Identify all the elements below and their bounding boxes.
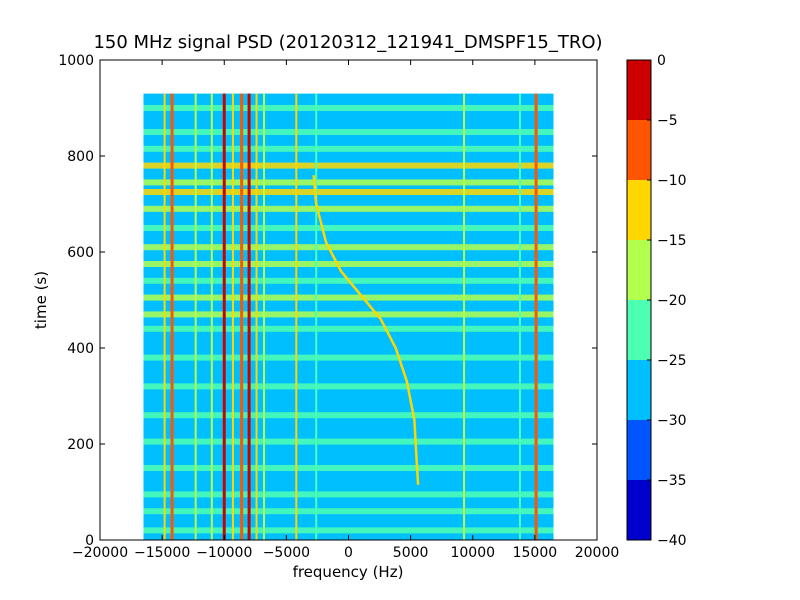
x-tick-label-2: −10000 <box>196 545 252 561</box>
x-tick-label-7: 15000 <box>513 545 558 561</box>
y-tick-label-1: 200 <box>67 437 94 453</box>
y-tick-label-5: 1000 <box>58 53 94 69</box>
spectrogram-band-1 <box>143 508 554 515</box>
spectrogram-band-14 <box>143 225 554 231</box>
y-tick-label-3: 600 <box>67 245 94 261</box>
spectrogram <box>143 93 554 540</box>
x-tick-label-5: 5000 <box>393 545 429 561</box>
colorbar-tick-label-6: −30 <box>657 413 687 429</box>
carrier-line-7 <box>247 93 251 540</box>
colorbar-tick-label-0: 0 <box>657 53 666 69</box>
spectrogram-band-13 <box>143 244 554 251</box>
spectrogram-band-9 <box>143 311 554 318</box>
x-tick-label-1: −15000 <box>134 545 190 561</box>
chart-title: 150 MHz signal PSD (20120312_121941_DMSP… <box>93 32 602 53</box>
x-tick-label-4: 0 <box>344 545 353 561</box>
carrier-line-8 <box>255 93 258 540</box>
spectrogram-band-10 <box>143 294 554 301</box>
spectrogram-band-5 <box>143 412 554 419</box>
colorbar-tick-label-7: −35 <box>657 473 687 489</box>
carrier-line-14 <box>534 93 538 540</box>
x-tick-label-8: 20000 <box>575 545 620 561</box>
x-axis-label: frequency (Hz) <box>293 563 404 581</box>
colorbar-segment-2 <box>627 360 651 420</box>
spectrogram-band-6 <box>143 383 554 390</box>
x-axis-ticks: −20000 −15000 −10000 −5000 0 5000 10000 15000 20… <box>72 60 619 561</box>
spectrogram-band-4 <box>143 438 554 445</box>
colorbar-tick-label-4: −20 <box>657 293 687 309</box>
colorbar-tick-label-8: −40 <box>657 533 687 549</box>
spectrogram-band-18 <box>143 162 554 169</box>
spectrogram-band-16 <box>143 189 554 195</box>
colorbar-tick-label-3: −15 <box>657 233 687 249</box>
plot-area: −20000 −15000 −10000 −5000 0 5000 10000 15000 20… <box>58 53 619 561</box>
spectrogram-band-19 <box>143 145 554 152</box>
colorbar-segment-3 <box>627 300 651 360</box>
carrier-line-5 <box>231 93 234 540</box>
y-tick-label-4: 800 <box>67 149 94 165</box>
carrier-line-13 <box>518 93 521 540</box>
carrier-line-9 <box>263 93 266 540</box>
spectrogram-band-17 <box>143 179 554 186</box>
colorbar-segment-6 <box>627 120 651 180</box>
spectrogram-band-2 <box>143 491 554 498</box>
colorbar-segment-0 <box>627 480 651 540</box>
carrier-line-0 <box>163 93 166 540</box>
doppler-trace <box>312 175 420 485</box>
colorbar-segment-4 <box>627 240 651 300</box>
y-tick-label-2: 400 <box>67 341 94 357</box>
colorbar-tick-label-1: −5 <box>657 113 678 129</box>
spectrogram-band-8 <box>143 325 554 332</box>
colorbar: 0 −5 −10 −15 −20 −25 −30 −35 −40 <box>626 53 687 549</box>
colorbar-tick-label-2: −10 <box>657 173 687 189</box>
y-axis-label: time (s) <box>32 271 50 329</box>
spectrogram-band-21 <box>143 105 554 111</box>
carrier-line-11 <box>315 93 318 540</box>
carrier-line-12 <box>463 93 466 540</box>
carrier-line-1 <box>170 93 174 540</box>
x-tick-label-0: −20000 <box>72 545 128 561</box>
colorbar-segment-5 <box>627 180 651 240</box>
x-tick-label-3: −5000 <box>263 545 310 561</box>
colorbar-segment-7 <box>627 60 651 120</box>
x-tick-label-6: 10000 <box>450 545 495 561</box>
spectrogram-band-7 <box>143 354 554 361</box>
spectrogram-band-0 <box>143 527 554 534</box>
y-tick-label-0: 0 <box>85 533 94 549</box>
carrier-line-3 <box>210 93 213 540</box>
carrier-line-4 <box>222 93 226 540</box>
carrier-line-2 <box>194 93 197 540</box>
carrier-line-10 <box>295 93 298 540</box>
spectrogram-band-12 <box>143 261 554 267</box>
colorbar-tick-label-5: −25 <box>657 353 687 369</box>
spectrogram-band-20 <box>143 129 554 135</box>
colorbar-segment-1 <box>627 420 651 480</box>
carrier-line-6 <box>240 93 244 540</box>
spectrogram-band-3 <box>143 465 554 471</box>
y-axis-ticks: 0 200 400 600 800 1000 <box>58 53 597 549</box>
spectrogram-band-15 <box>143 205 554 212</box>
